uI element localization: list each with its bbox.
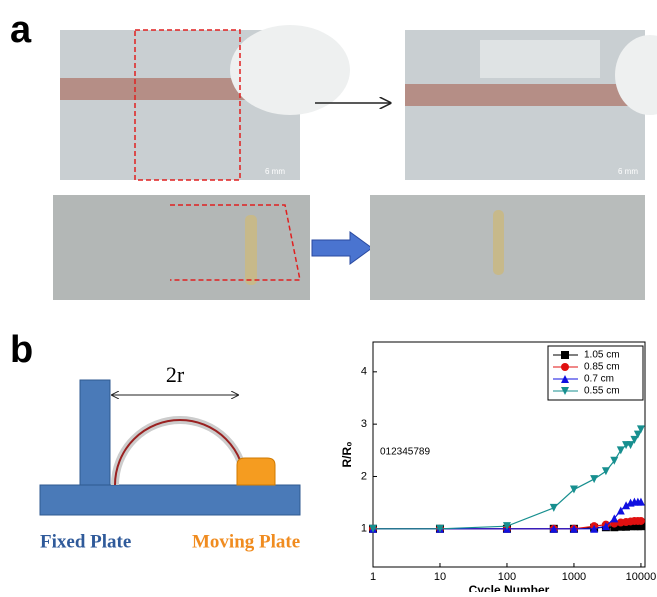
x-tick-label: 1 xyxy=(370,571,376,583)
marker xyxy=(617,446,625,454)
y-tick-label: 4 xyxy=(361,366,367,378)
photo xyxy=(370,195,645,300)
x-axis-label: Cycle Number xyxy=(469,583,550,592)
marker xyxy=(590,475,598,483)
legend-marker xyxy=(561,363,569,371)
legend: 1.05 cm0.85 cm0.7 cm0.55 cm xyxy=(548,346,643,400)
legend-label: 0.85 cm xyxy=(584,362,620,373)
figure: a b 6 mm 6 mm 2r Fixed Plate Moving Plat… xyxy=(0,0,657,592)
y-tick-label: 3 xyxy=(361,418,367,430)
chart: 1 10 100 1000 10000 1 2 3 4 Cycle Number R/R₀ 01234… xyxy=(340,342,656,592)
scale-bar: 6 mm xyxy=(265,167,285,176)
x-tick-label: 100 xyxy=(498,571,516,583)
legend-label: 1.05 cm xyxy=(584,350,620,361)
legend-marker xyxy=(561,351,569,359)
legend-label: 0.7 cm xyxy=(584,374,614,385)
annotation: 012345789 xyxy=(380,447,430,458)
arrow xyxy=(312,232,372,264)
y-tick-label: 2 xyxy=(361,470,367,482)
photo: 6 mm xyxy=(60,25,350,180)
bending-diagram xyxy=(40,380,300,515)
marker xyxy=(637,517,645,525)
photo xyxy=(53,195,310,300)
series-line xyxy=(373,429,641,528)
panel-label: a xyxy=(10,9,32,51)
marker xyxy=(550,504,558,512)
y-tick-label: 1 xyxy=(361,523,367,535)
photo: 6 mm xyxy=(405,30,657,180)
legend-label: 0.55 cm xyxy=(584,386,620,397)
x-tick-label: 1000 xyxy=(562,571,586,583)
x-tick-label: 10000 xyxy=(626,571,657,583)
fixed-label: Fixed Plate xyxy=(40,531,131,552)
scale-bar: 6 mm xyxy=(618,167,638,176)
panel-label: b xyxy=(10,329,33,371)
marker xyxy=(602,467,610,475)
moving-label: Moving Plate xyxy=(192,531,300,552)
x-tick-label: 10 xyxy=(434,571,446,583)
span-label: 2r xyxy=(166,362,185,387)
y-axis-label: R/R₀ xyxy=(340,441,354,467)
